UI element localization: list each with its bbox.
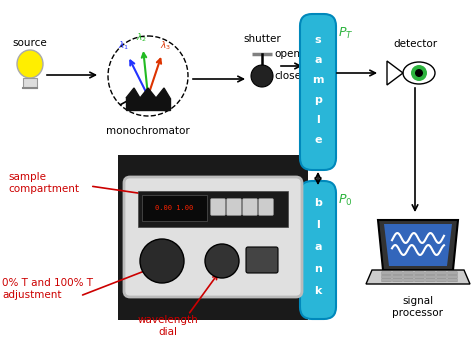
Ellipse shape [403,62,435,84]
FancyBboxPatch shape [300,14,336,170]
FancyBboxPatch shape [138,191,288,227]
Text: closed: closed [274,71,308,81]
FancyBboxPatch shape [404,275,413,278]
Polygon shape [387,61,403,85]
Text: m: m [312,75,324,85]
Circle shape [140,239,184,283]
Text: l: l [316,115,320,125]
FancyBboxPatch shape [448,275,457,278]
Text: $\lambda_2$: $\lambda_2$ [137,32,147,44]
Text: $P_0$: $P_0$ [338,193,353,208]
Circle shape [415,69,423,77]
FancyBboxPatch shape [382,272,392,275]
Circle shape [251,65,273,87]
Text: detector: detector [393,39,437,49]
FancyBboxPatch shape [142,195,207,221]
FancyBboxPatch shape [382,279,392,282]
Text: 0.00 1.00: 0.00 1.00 [155,205,193,211]
FancyBboxPatch shape [426,275,435,278]
FancyBboxPatch shape [415,279,424,282]
Text: k: k [314,286,322,296]
Text: a: a [314,242,322,252]
FancyBboxPatch shape [437,275,447,278]
FancyBboxPatch shape [415,272,424,275]
FancyBboxPatch shape [243,198,257,215]
FancyBboxPatch shape [404,272,413,275]
FancyBboxPatch shape [392,279,402,282]
FancyBboxPatch shape [448,279,457,282]
Polygon shape [126,88,170,98]
Polygon shape [384,224,452,266]
FancyBboxPatch shape [437,272,447,275]
Text: signal
processor: signal processor [392,296,444,318]
Text: wavelength
dial: wavelength dial [137,315,199,337]
FancyBboxPatch shape [437,279,447,282]
Text: $\lambda_3$: $\lambda_3$ [160,40,172,52]
Text: n: n [314,264,322,274]
Polygon shape [23,78,37,88]
Text: shutter: shutter [243,34,281,44]
FancyBboxPatch shape [382,275,392,278]
Text: open: open [274,49,300,59]
FancyBboxPatch shape [124,177,302,297]
FancyBboxPatch shape [426,272,435,275]
Text: l: l [316,220,320,230]
Polygon shape [378,220,458,270]
Circle shape [411,65,427,81]
Text: b: b [314,198,322,208]
FancyBboxPatch shape [448,272,457,275]
Text: sample
compartment: sample compartment [8,172,79,193]
FancyBboxPatch shape [404,279,413,282]
FancyBboxPatch shape [258,198,273,215]
Text: monochromator: monochromator [106,126,190,136]
Text: p: p [314,95,322,105]
FancyBboxPatch shape [426,279,435,282]
Text: e: e [314,135,322,145]
FancyBboxPatch shape [392,272,402,275]
Text: $P_T$: $P_T$ [338,26,354,41]
FancyBboxPatch shape [227,198,241,215]
FancyBboxPatch shape [392,275,402,278]
FancyBboxPatch shape [210,198,226,215]
Polygon shape [126,98,170,110]
FancyBboxPatch shape [246,247,278,273]
Text: $\lambda_1$: $\lambda_1$ [118,40,129,52]
Ellipse shape [17,50,43,78]
Circle shape [205,244,239,278]
Text: source: source [13,38,47,48]
Text: s: s [315,35,321,45]
Text: a: a [314,55,322,65]
FancyBboxPatch shape [300,181,336,319]
Polygon shape [118,155,308,320]
Text: 0% T and 100% T
adjustment: 0% T and 100% T adjustment [2,278,93,300]
FancyBboxPatch shape [415,275,424,278]
Polygon shape [366,270,470,284]
